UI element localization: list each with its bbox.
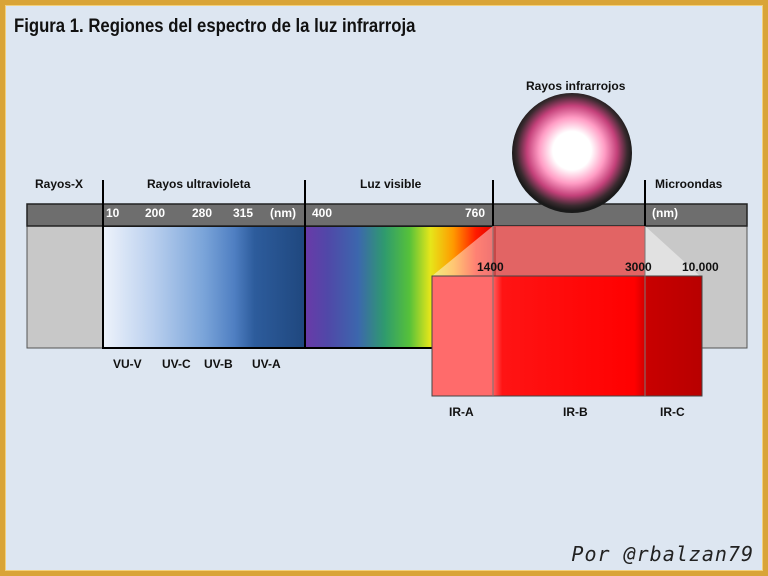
ir-band-ira: IR-A <box>449 405 474 419</box>
ir-band-irc: IR-C <box>660 405 685 419</box>
region-label-infrared: Rayos infrarrojos <box>526 79 626 93</box>
wavelength-280: 280 <box>192 206 213 220</box>
wavelength-200: 200 <box>145 206 166 220</box>
wavelength-unit-left: (nm) <box>270 206 296 220</box>
uv-band-uvc: UV-C <box>162 357 191 371</box>
ir-zoom-box <box>431 275 703 397</box>
uv-band-uvb: UV-B <box>204 357 233 371</box>
wavelength-400: 400 <box>312 206 333 220</box>
ir-band-irb: IR-B <box>563 405 588 419</box>
region-label-visible: Luz visible <box>360 177 422 191</box>
wavelength-10000: 10.000 <box>682 260 719 274</box>
wavelength-10: 10 <box>106 206 120 220</box>
wavelength-315: 315 <box>233 206 254 220</box>
uv-band-uva: UV-A <box>252 357 281 371</box>
region-label-xray: Rayos-X <box>35 177 84 191</box>
wavelength-unit-right: (nm) <box>652 206 678 220</box>
wavelength-1400: 1400 <box>477 260 504 274</box>
infrared-glow-icon <box>512 93 632 213</box>
region-label-uv: Rayos ultravioleta <box>147 177 251 191</box>
uv-band-vuv: VU-V <box>113 357 142 371</box>
wavelength-760: 760 <box>465 206 486 220</box>
region-label-microwave: Microondas <box>655 177 723 191</box>
uv-band <box>103 226 305 348</box>
wavelength-scale-bar <box>26 203 748 227</box>
figure-title: Figura 1. Regiones del espectro de la lu… <box>14 16 416 37</box>
author-signature: Por @rbalzan79 <box>571 542 754 566</box>
wavelength-3000: 3000 <box>625 260 652 274</box>
